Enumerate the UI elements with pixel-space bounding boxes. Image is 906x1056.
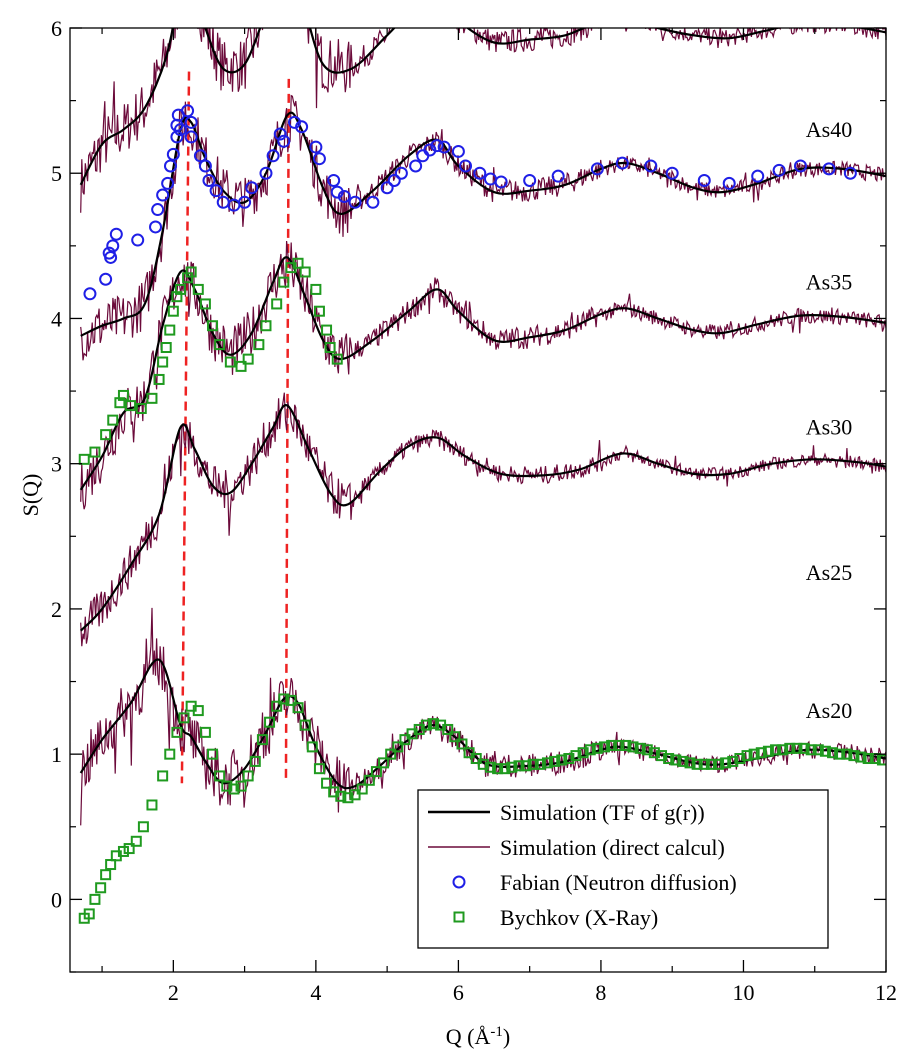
y-tick-label: 2 bbox=[51, 597, 62, 622]
legend-label: Simulation (direct calcul) bbox=[500, 835, 725, 860]
x-tick-label: 8 bbox=[595, 980, 606, 1005]
curve-label-as40: As40 bbox=[806, 117, 852, 142]
x-axis-label-close: ) bbox=[503, 1024, 510, 1049]
y-tick-label: 3 bbox=[51, 452, 62, 477]
x-axis-label-main: Q (Å bbox=[446, 1024, 491, 1049]
y-tick-label: 1 bbox=[51, 742, 62, 767]
y-axis-label: S(Q) bbox=[18, 474, 43, 517]
legend-label: Bychkov (X-Ray) bbox=[500, 905, 658, 930]
legend-label: Simulation (TF of g(r)) bbox=[500, 800, 705, 825]
x-tick-label: 12 bbox=[875, 980, 897, 1005]
x-tick-label: 4 bbox=[310, 980, 321, 1005]
y-tick-label: 0 bbox=[51, 887, 62, 912]
x-axis-label-sup: -1 bbox=[490, 1024, 503, 1040]
x-tick-label: 10 bbox=[732, 980, 754, 1005]
x-tick-label: 6 bbox=[453, 980, 464, 1005]
legend: Simulation (TF of g(r)) Simulation (direc… bbox=[418, 790, 828, 948]
x-tick-label: 2 bbox=[168, 980, 179, 1005]
y-tick-label: 5 bbox=[51, 161, 62, 186]
y-tick-label: 4 bbox=[51, 306, 62, 331]
y-tick-label: 6 bbox=[51, 16, 62, 41]
curve-label-as35: As35 bbox=[806, 269, 852, 294]
legend-label: Fabian (Neutron diffusion) bbox=[500, 870, 737, 895]
curve-label-as20: As20 bbox=[806, 698, 852, 723]
curve-label-as30: As30 bbox=[806, 415, 852, 440]
curve-label-as25: As25 bbox=[806, 560, 852, 585]
